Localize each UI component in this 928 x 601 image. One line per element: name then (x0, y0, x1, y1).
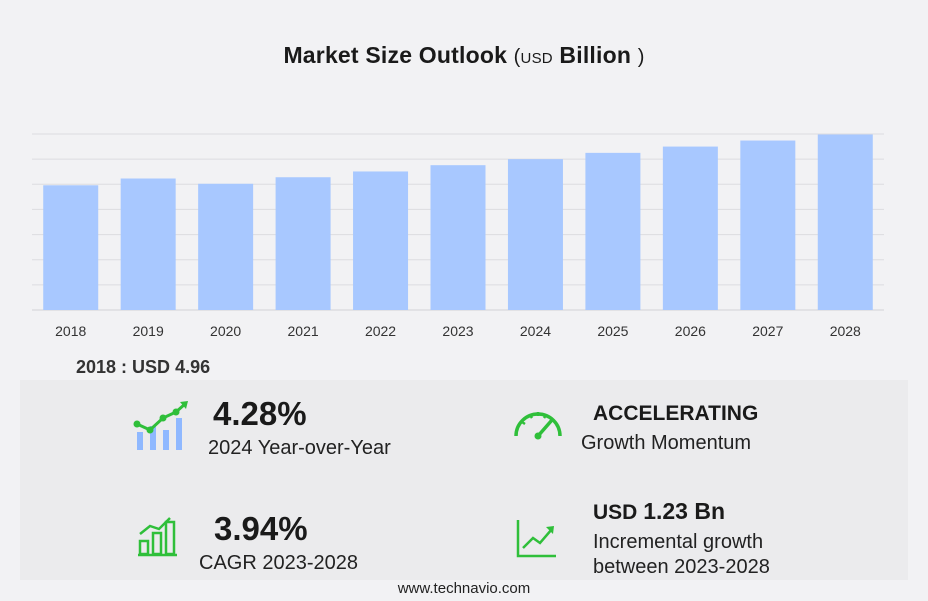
bar-2027 (740, 140, 796, 310)
momentum-value: ACCELERATING (593, 402, 759, 425)
base-year: 2018 (76, 357, 117, 377)
x-tick-label-2018: 2018 (55, 323, 86, 339)
cagr-value: 3.94% (214, 510, 308, 547)
bar-2021 (275, 177, 331, 310)
x-tick-label-2021: 2021 (288, 323, 319, 339)
bar-2019 (120, 178, 176, 310)
x-tick-label-2025: 2025 (597, 323, 628, 339)
incremental-label: Incremental growth between 2023-2028 (593, 530, 770, 580)
x-tick-label-2019: 2019 (133, 323, 164, 339)
bar-2022 (353, 171, 409, 310)
title-close-paren: ) (637, 46, 645, 68)
base-sep: : (116, 357, 133, 377)
bar-2026 (662, 146, 718, 310)
x-tick-label-2023: 2023 (442, 323, 473, 339)
bar-2023 (430, 165, 486, 310)
footer-url: www.technavio.com (397, 580, 531, 597)
title-unit-small: USD (520, 50, 553, 67)
x-tick-label-2028: 2028 (830, 323, 861, 339)
bar-growth-icon (138, 517, 177, 557)
title-unit: Billion (559, 42, 632, 68)
base-currency: USD (132, 357, 171, 377)
x-tick-label-2026: 2026 (675, 323, 706, 339)
incremental-currency: USD (593, 501, 638, 524)
cagr-label: CAGR 2023-2028 (199, 552, 358, 574)
bar-2028 (817, 134, 873, 310)
x-tick-label-2020: 2020 (210, 323, 241, 339)
yoy-value: 4.28% (213, 395, 307, 432)
incremental-value: USD 1.23 Bn (593, 498, 725, 525)
base-year-value: 2018 : USD 4.96 (76, 357, 210, 378)
title-open-paren: ( (513, 46, 521, 68)
incremental-amount: 1.23 Bn (643, 498, 726, 524)
incremental-label-line2: between 2023-2028 (593, 556, 770, 578)
bar-2024 (507, 159, 563, 310)
growth-chart-icon (133, 401, 188, 450)
bar-2025 (585, 152, 641, 310)
bar-2020 (198, 183, 254, 310)
momentum-label: Growth Momentum (581, 432, 752, 454)
bar-2018 (43, 185, 99, 310)
yoy-label: 2024 Year-over-Year (208, 437, 391, 459)
chart-title: Market Size Outlook (USD Billion ) (0, 42, 928, 69)
bar-chart: 2018 2019 2020 2021 2022 2023 2024 2025 2026 2027… (32, 133, 884, 339)
line-growth-icon (516, 520, 556, 558)
incremental-label-line1: Incremental growth (593, 531, 764, 553)
x-tick-label-2024: 2024 (520, 323, 551, 339)
title-main: Market Size Outlook (283, 42, 508, 68)
stats-panel: 4.28% 2024 Year-over-Year ACCELERATING G… (20, 380, 908, 580)
speedometer-icon (514, 412, 562, 440)
x-tick-label-2022: 2022 (365, 323, 396, 339)
x-tick-label-2027: 2027 (752, 323, 783, 339)
base-amount: 4.96 (175, 357, 211, 377)
